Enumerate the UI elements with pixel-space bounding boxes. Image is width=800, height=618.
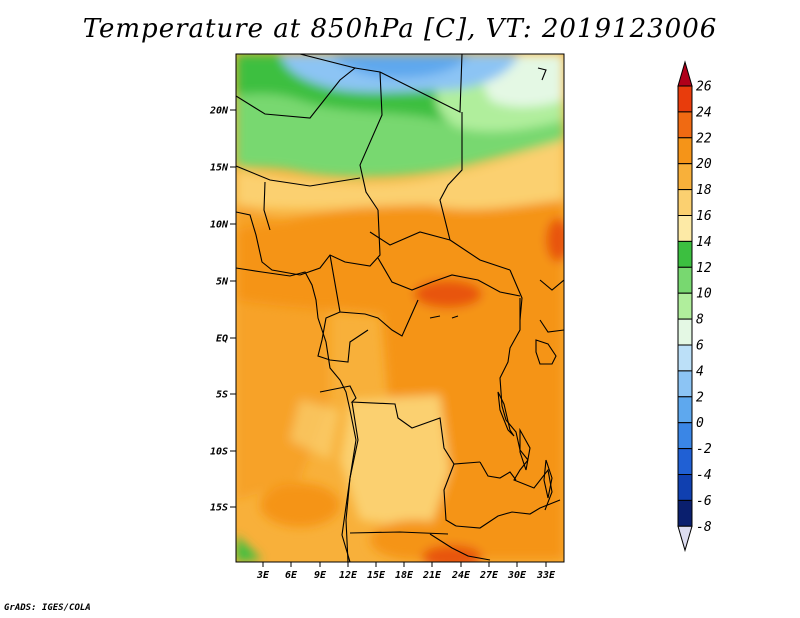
lon-tick-label: 24E (451, 570, 471, 581)
lon-tick-label: 30E (507, 570, 527, 581)
colorbar-label: 24 (696, 105, 712, 120)
lat-tick-label: 5S (216, 390, 228, 401)
map-title: Temperature at 850hPa [C], VT: 201912300… (82, 14, 718, 44)
lat-tick-label: 15N (210, 163, 229, 174)
lon-tick-label: 15E (367, 570, 386, 581)
lat-tick-label: 10N (210, 220, 229, 231)
colorbar-swatch (677, 292, 693, 320)
grads-credit: GrADS: IGES/COLA (4, 603, 91, 613)
colorbar-label: 10 (696, 287, 712, 302)
temperature-field (236, 54, 564, 562)
colorbar-label: 18 (696, 183, 712, 198)
colorbar-swatch (677, 85, 693, 113)
lon-tick-label: 9E (314, 570, 327, 581)
colorbar-label: 20 (696, 157, 712, 172)
colorbar-label: -2 (696, 442, 712, 457)
colorbar-swatch (677, 111, 693, 139)
colorbar-swatch (677, 215, 693, 242)
lon-tick-label: 21E (422, 570, 442, 581)
lon-tick-label: 6E (285, 570, 298, 581)
lat-tick-label: 20N (209, 106, 229, 117)
colorbar-swatch (677, 344, 693, 372)
colorbar-swatch (677, 137, 693, 165)
colorbar-bottom-arrow (677, 525, 693, 553)
colorbar-label: 6 (696, 339, 704, 354)
colorbar-swatch (677, 422, 693, 450)
lon-tick-label: 12E (339, 570, 358, 581)
colorbar-label: 4 (696, 364, 704, 379)
lat-tick-label: EQ (216, 334, 228, 345)
colorbar-swatch (677, 474, 693, 501)
colorbar-swatch (677, 240, 693, 268)
colorbar-label: -8 (696, 520, 712, 535)
lon-tick-label: 27E (479, 570, 499, 581)
colorbar-label: 2 (696, 390, 704, 405)
colorbar-top-arrow (677, 60, 693, 87)
lat-tick-label: 5N (216, 277, 229, 288)
colorbar-swatch (677, 266, 693, 294)
colorbar-swatch (677, 318, 693, 346)
colorbar-label: -4 (696, 468, 712, 483)
colorbar-swatch (677, 163, 693, 191)
colorbar-swatch (677, 396, 693, 424)
colorbar-label: 0 (696, 416, 704, 431)
colorbar-swatch (677, 189, 693, 217)
lon-tick-label: 3E (256, 570, 270, 581)
country-boundaries (236, 54, 564, 562)
colorbar-swatch (677, 370, 693, 398)
longitude-axis: 3E 6E 9E 12E 15E 18E 21E 24E 27E 30E 33E (256, 562, 556, 581)
colorbar-label: 22 (696, 131, 712, 146)
colorbar-swatch (677, 448, 693, 476)
map-frame (235, 53, 565, 563)
colorbar-label: -6 (696, 494, 712, 509)
colorbar-label: 12 (696, 261, 712, 276)
colorbar-label: 8 (696, 313, 704, 328)
latitude-axis: 20N 15N 10N 5N EQ 5S 10S 15S (209, 106, 236, 514)
lon-tick-label: 33E (536, 570, 556, 581)
lat-tick-label: 10S (210, 447, 228, 458)
colorbar-swatch (677, 499, 693, 527)
colorbar-label: 14 (696, 235, 712, 250)
colorbar-label: 26 (696, 80, 712, 95)
lat-tick-label: 15S (210, 503, 228, 514)
colorbar-label: 16 (696, 209, 712, 224)
lon-tick-label: 18E (395, 570, 414, 581)
